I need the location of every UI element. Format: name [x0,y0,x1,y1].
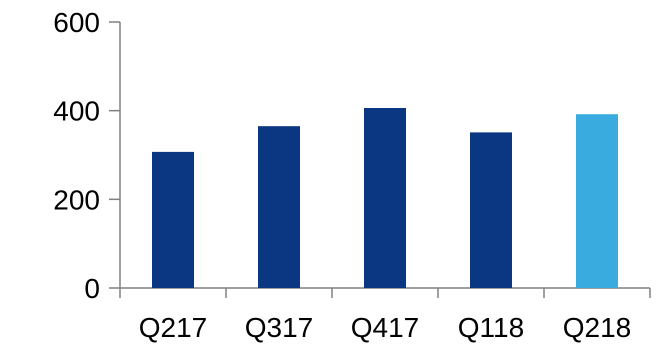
x-tick-label: Q417 [351,312,420,343]
bar-q118 [470,132,512,288]
x-tick-label: Q317 [245,312,314,343]
x-tick-label: Q218 [563,312,632,343]
bar-q417 [364,108,406,288]
x-tick-label: Q118 [458,312,524,343]
x-tick-label: Q217 [139,312,208,343]
y-axis: 0 200 400 600 [53,7,121,304]
y-tick-label: 600 [53,7,100,38]
y-tick-label: 400 [53,96,100,127]
bar-q218 [576,114,618,288]
y-tick-label: 0 [84,273,100,304]
bars [152,108,618,288]
bar-q217 [152,151,194,288]
y-tick-label: 200 [53,184,100,215]
bar-q317 [258,126,300,288]
x-axis: Q217 Q317 Q417 Q118 Q218 [119,287,651,343]
